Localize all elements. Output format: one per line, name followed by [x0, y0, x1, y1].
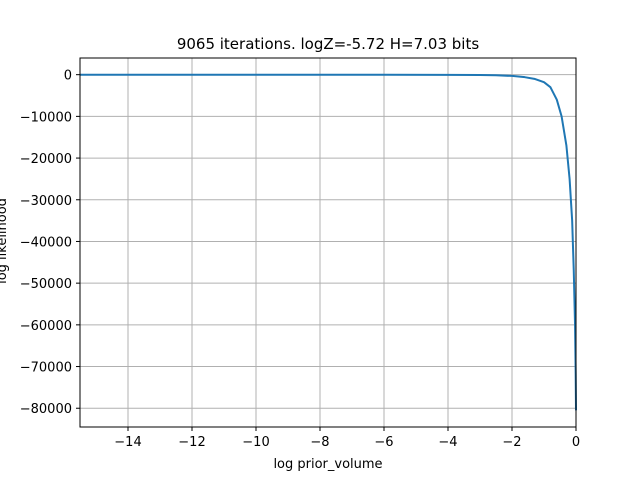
y-tick-label: −20000 — [20, 152, 72, 167]
y-tick-label: −10000 — [20, 110, 72, 125]
x-tick-label: −14 — [114, 435, 141, 450]
y-tick-label: −70000 — [20, 361, 72, 376]
grid — [80, 58, 577, 427]
series-layer — [80, 73, 577, 411]
x-tick-label: −4 — [438, 435, 457, 450]
y-tick-label: −40000 — [20, 235, 72, 250]
series-line — [80, 73, 577, 411]
y-tick-label: −60000 — [20, 319, 72, 334]
x-tick-label: −8 — [310, 435, 329, 450]
plot-frame — [79, 57, 577, 428]
x-tick-label: −6 — [374, 435, 393, 450]
chart-title: 9065 iterations. logZ=-5.72 H=7.03 bits — [177, 35, 480, 53]
x-tick-label: 0 — [572, 435, 580, 450]
x-tick-label: −10 — [242, 435, 269, 450]
y-tick-label: −80000 — [20, 402, 72, 417]
x-tick-label: −2 — [502, 435, 521, 450]
x-tick-label: −12 — [178, 435, 205, 450]
y-tick-label: −50000 — [20, 277, 72, 292]
ticks: −14 −12 −10 −8 −6 −4 −2 0 0 −10000 −20000 −30000 −40… — [20, 69, 580, 450]
y-axis-label: log likelihood — [0, 198, 10, 284]
y-tick-label: −30000 — [20, 194, 72, 209]
y-tick-label: 0 — [64, 69, 72, 84]
x-axis-label: log prior_volume — [273, 457, 382, 472]
